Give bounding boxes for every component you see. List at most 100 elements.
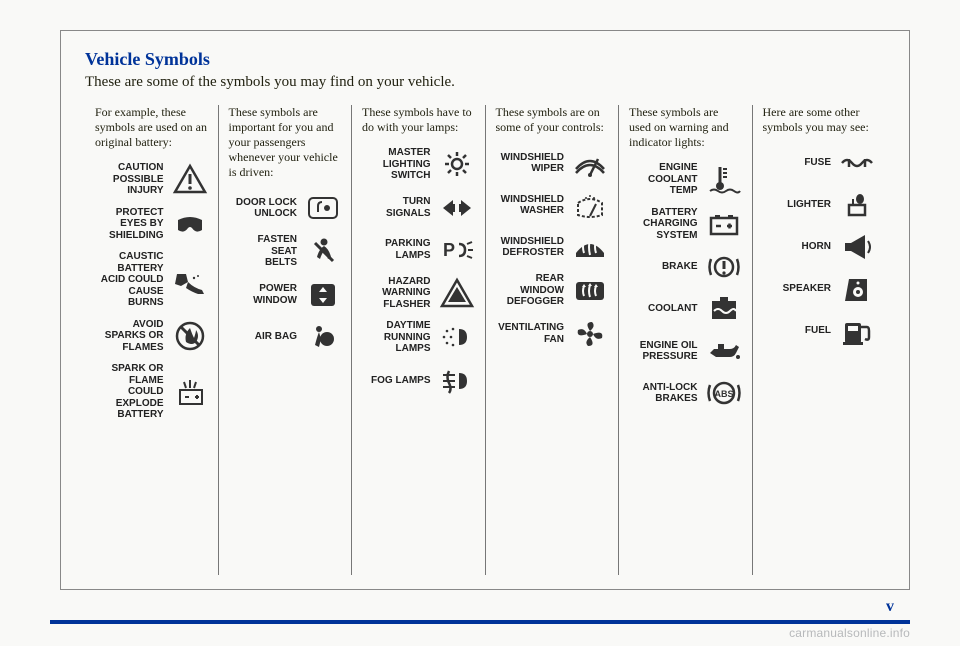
symbol-row: PARKING LAMPS P: [362, 234, 475, 266]
symbol-row: DAYTIME RUNNING LAMPS: [362, 320, 475, 355]
column-intro: These symbols are important for you and …: [229, 105, 342, 180]
drl-icon: [439, 321, 475, 353]
symbol-row: SPARK OR FLAME COULD EXPLODE BATTERY: [95, 363, 208, 421]
page-frame: Vehicle Symbols These are some of the sy…: [60, 30, 910, 590]
symbol-label: AIR BAG: [255, 331, 297, 343]
acid-hand-icon: [172, 264, 208, 296]
rear-defrost-icon: [572, 274, 608, 306]
speaker-icon: [839, 273, 875, 305]
symbol-label: COOLANT: [648, 303, 697, 315]
fuel-icon: [839, 315, 875, 347]
symbol-row: COOLANT: [629, 293, 742, 325]
symbol-label: FOG LAMPS: [371, 375, 430, 387]
symbol-row: BATTERY CHARGING SYSTEM: [629, 207, 742, 242]
symbol-row: CAUSTIC BATTERY ACID COULD CAUSE BURNS: [95, 251, 208, 309]
symbol-label: WINDSHIELD WIPER: [501, 152, 564, 175]
wiper-icon: [572, 147, 608, 179]
page-subtitle: These are some of the symbols you may fi…: [85, 74, 885, 91]
symbol-label: DAYTIME RUNNING LAMPS: [384, 320, 431, 355]
column-0: For example, these symbols are used on a…: [85, 105, 218, 575]
symbol-label: HAZARD WARNING FLASHER: [382, 276, 430, 311]
brake-icon: [706, 251, 742, 283]
abs-icon: ABS: [706, 377, 742, 409]
column-intro: Here are some other symbols you may see:: [763, 105, 876, 135]
fan-icon: [572, 318, 608, 350]
symbol-label: PROTECT EYES BY SHIELDING: [109, 207, 163, 242]
no-flame-icon: [172, 320, 208, 352]
symbol-label: BATTERY CHARGING SYSTEM: [643, 207, 697, 242]
symbol-label: CAUTION POSSIBLE INJURY: [113, 162, 164, 197]
column-5: Here are some other symbols you may see:…: [752, 105, 886, 575]
symbol-row: BRAKE: [629, 251, 742, 283]
goggles-icon: [172, 208, 208, 240]
coolant-temp-icon: [706, 163, 742, 195]
svg-text:ABS: ABS: [714, 389, 733, 399]
symbol-row: CAUTION POSSIBLE INJURY: [95, 162, 208, 197]
fuse-icon: [839, 147, 875, 179]
symbol-columns: For example, these symbols are used on a…: [85, 105, 885, 575]
symbol-label: VENTILATING FAN: [498, 322, 564, 345]
symbol-row: FUEL: [763, 315, 876, 347]
column-intro: These symbols have to do with your lamps…: [362, 105, 475, 135]
symbol-row: LIGHTER: [763, 189, 876, 221]
page-title: Vehicle Symbols: [85, 49, 885, 70]
symbol-row: HAZARD WARNING FLASHER: [362, 276, 475, 311]
symbol-label: HORN: [802, 241, 831, 253]
symbol-row: REAR WINDOW DEFOGGER: [496, 273, 609, 308]
symbol-row: WINDSHIELD DEFROSTER: [496, 231, 609, 263]
turn-signals-icon: [439, 192, 475, 224]
door-lock-icon: [305, 192, 341, 224]
battery-icon: [706, 208, 742, 240]
symbol-row: ANTI-LOCK BRAKESABS: [629, 377, 742, 409]
washer-icon: [572, 189, 608, 221]
power-window-icon: [305, 279, 341, 311]
symbol-label: POWER WINDOW: [253, 283, 297, 306]
symbol-label: FUSE: [804, 157, 831, 169]
symbol-row: AVOID SPARKS OR FLAMES: [95, 319, 208, 354]
symbol-row: ENGINE OIL PRESSURE: [629, 335, 742, 367]
symbol-row: FASTEN SEAT BELTS: [229, 234, 342, 269]
horn-icon: [839, 231, 875, 263]
symbol-row: AIR BAG: [229, 321, 342, 353]
symbol-label: SPEAKER: [783, 283, 831, 295]
symbol-label: WINDSHIELD DEFROSTER: [501, 236, 564, 259]
parking-lamps-icon: P: [439, 234, 475, 266]
symbol-row: POWER WINDOW: [229, 279, 342, 311]
footer-rule: [50, 620, 910, 624]
hazard-icon: [439, 277, 475, 309]
symbol-row: SPEAKER: [763, 273, 876, 305]
symbol-label: BRAKE: [662, 261, 698, 273]
symbol-row: FUSE: [763, 147, 876, 179]
symbol-label: DOOR LOCK UNLOCK: [236, 197, 297, 220]
oil-icon: [706, 335, 742, 367]
explode-battery-icon: [172, 376, 208, 408]
symbol-label: SPARK OR FLAME COULD EXPLODE BATTERY: [111, 363, 163, 421]
master-light-icon: [439, 148, 475, 180]
lighter-icon: [839, 189, 875, 221]
column-intro: These symbols are on some of your contro…: [496, 105, 609, 135]
symbol-row: FOG LAMPS: [362, 365, 475, 397]
airbag-icon: [305, 321, 341, 353]
column-2: These symbols have to do with your lamps…: [351, 105, 485, 575]
symbol-label: LIGHTER: [787, 199, 831, 211]
svg-text:P: P: [443, 240, 455, 260]
fog-lamps-icon: [439, 365, 475, 397]
triangle-bang-icon: [172, 163, 208, 195]
symbol-row: MASTER LIGHTING SWITCH: [362, 147, 475, 182]
symbol-row: WINDSHIELD WASHER: [496, 189, 609, 221]
symbol-row: PROTECT EYES BY SHIELDING: [95, 207, 208, 242]
column-intro: These symbols are used on warning and in…: [629, 105, 742, 150]
symbol-row: VENTILATING FAN: [496, 318, 609, 350]
seat-belt-icon: [305, 235, 341, 267]
symbol-label: FASTEN SEAT BELTS: [258, 234, 297, 269]
symbol-label: PARKING LAMPS: [385, 238, 430, 261]
watermark: carmanualsonline.info: [789, 626, 910, 640]
page-number: v: [880, 598, 900, 616]
symbol-label: REAR WINDOW DEFOGGER: [507, 273, 564, 308]
column-1: These symbols are important for you and …: [218, 105, 352, 575]
symbol-row: ENGINE COOLANT TEMP: [629, 162, 742, 197]
symbol-row: TURN SIGNALS: [362, 192, 475, 224]
symbol-row: DOOR LOCK UNLOCK: [229, 192, 342, 224]
symbol-label: WINDSHIELD WASHER: [501, 194, 564, 217]
column-3: These symbols are on some of your contro…: [485, 105, 619, 575]
